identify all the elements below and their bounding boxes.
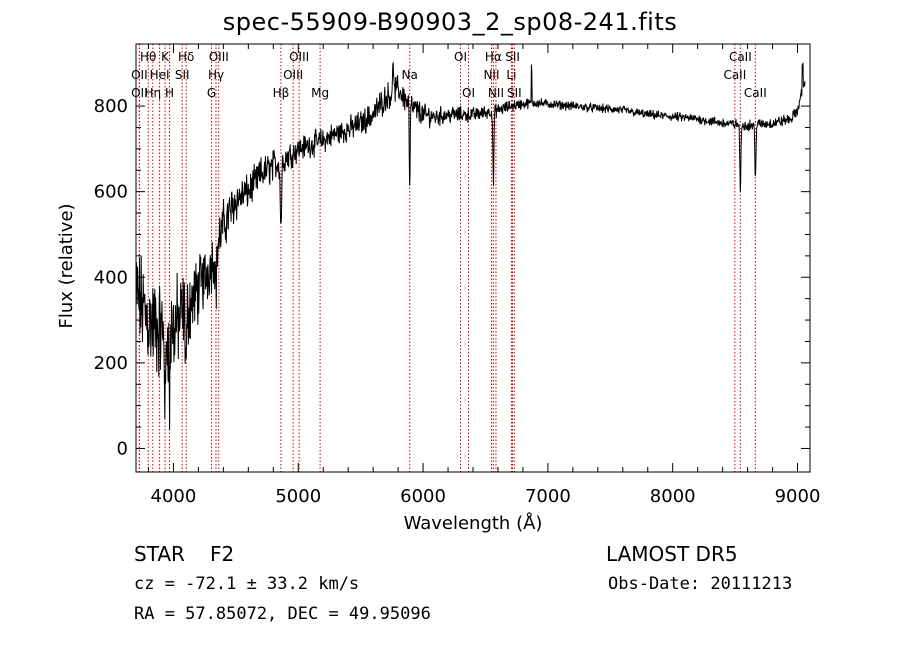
line-marker-label: HeI bbox=[150, 68, 170, 82]
line-marker-label: Hβ bbox=[273, 86, 290, 100]
line-marker-label: Hη bbox=[145, 86, 162, 100]
line-marker-label: G bbox=[207, 86, 216, 100]
line-marker-label: SII bbox=[175, 68, 190, 82]
coordinates: RA = 57.85072, DEC = 49.95096 bbox=[134, 604, 431, 624]
line-marker-label: Hθ bbox=[140, 50, 156, 64]
object-type: STAR bbox=[134, 542, 185, 566]
y-tick-label: 200 bbox=[94, 353, 128, 374]
spectrum-line bbox=[135, 61, 806, 430]
line-marker-label: K bbox=[161, 50, 170, 64]
line-marker-label: OIII bbox=[283, 68, 303, 82]
line-marker-label: OI bbox=[462, 86, 475, 100]
line-marker-label: OIII bbox=[209, 50, 229, 64]
line-marker-label: Hα bbox=[485, 50, 502, 64]
x-tick-label: 4000 bbox=[151, 486, 197, 507]
survey-name: LAMOST DR5 bbox=[606, 542, 738, 566]
line-marker-label: Hγ bbox=[208, 68, 224, 82]
line-marker-label: SII bbox=[507, 86, 522, 100]
line-marker-label: CaII bbox=[723, 68, 746, 82]
line-marker-label: OII bbox=[131, 86, 148, 100]
line-marker-label: NII bbox=[483, 68, 499, 82]
line-marker-label: Hδ bbox=[178, 50, 194, 64]
line-marker-label: Li bbox=[506, 68, 516, 82]
x-tick-label: 6000 bbox=[400, 486, 446, 507]
x-tick-label: 8000 bbox=[650, 486, 696, 507]
y-tick-label: 800 bbox=[94, 96, 128, 117]
line-marker-label: H bbox=[165, 86, 174, 100]
x-tick-label: 7000 bbox=[525, 486, 571, 507]
x-tick-label: 5000 bbox=[275, 486, 321, 507]
line-marker-label: OI bbox=[454, 50, 467, 64]
line-marker-label: Mg bbox=[311, 86, 329, 100]
line-marker-label: Na bbox=[402, 68, 418, 82]
line-marker-label: NII bbox=[488, 86, 504, 100]
redshift-cz: cz = -72.1 ± 33.2 km/s bbox=[134, 574, 360, 594]
observation-date: Obs-Date: 20111213 bbox=[608, 574, 793, 594]
x-tick-label: 9000 bbox=[775, 486, 821, 507]
chart-title: spec-55909-B90903_2_sp08-241.fits bbox=[222, 8, 678, 36]
y-tick-label: 600 bbox=[94, 182, 128, 203]
y-axis-label: Flux (relative) bbox=[56, 203, 77, 328]
line-marker-label: CaII bbox=[729, 50, 752, 64]
line-marker-label: OIII bbox=[289, 50, 309, 64]
x-axis-label: Wavelength (Å) bbox=[404, 512, 543, 534]
y-tick-label: 0 bbox=[117, 438, 128, 459]
y-tick-label: 400 bbox=[94, 267, 128, 288]
line-marker-label: CaII bbox=[744, 86, 767, 100]
spectral-subclass: F2 bbox=[210, 542, 235, 566]
line-marker-label: SII bbox=[505, 50, 520, 64]
axes: 4000 5000 6000 7000 8000 9000 0 200 400 600 800 Wav… bbox=[56, 44, 820, 534]
line-markers bbox=[138, 44, 756, 472]
line-marker-label: OII bbox=[131, 68, 148, 82]
